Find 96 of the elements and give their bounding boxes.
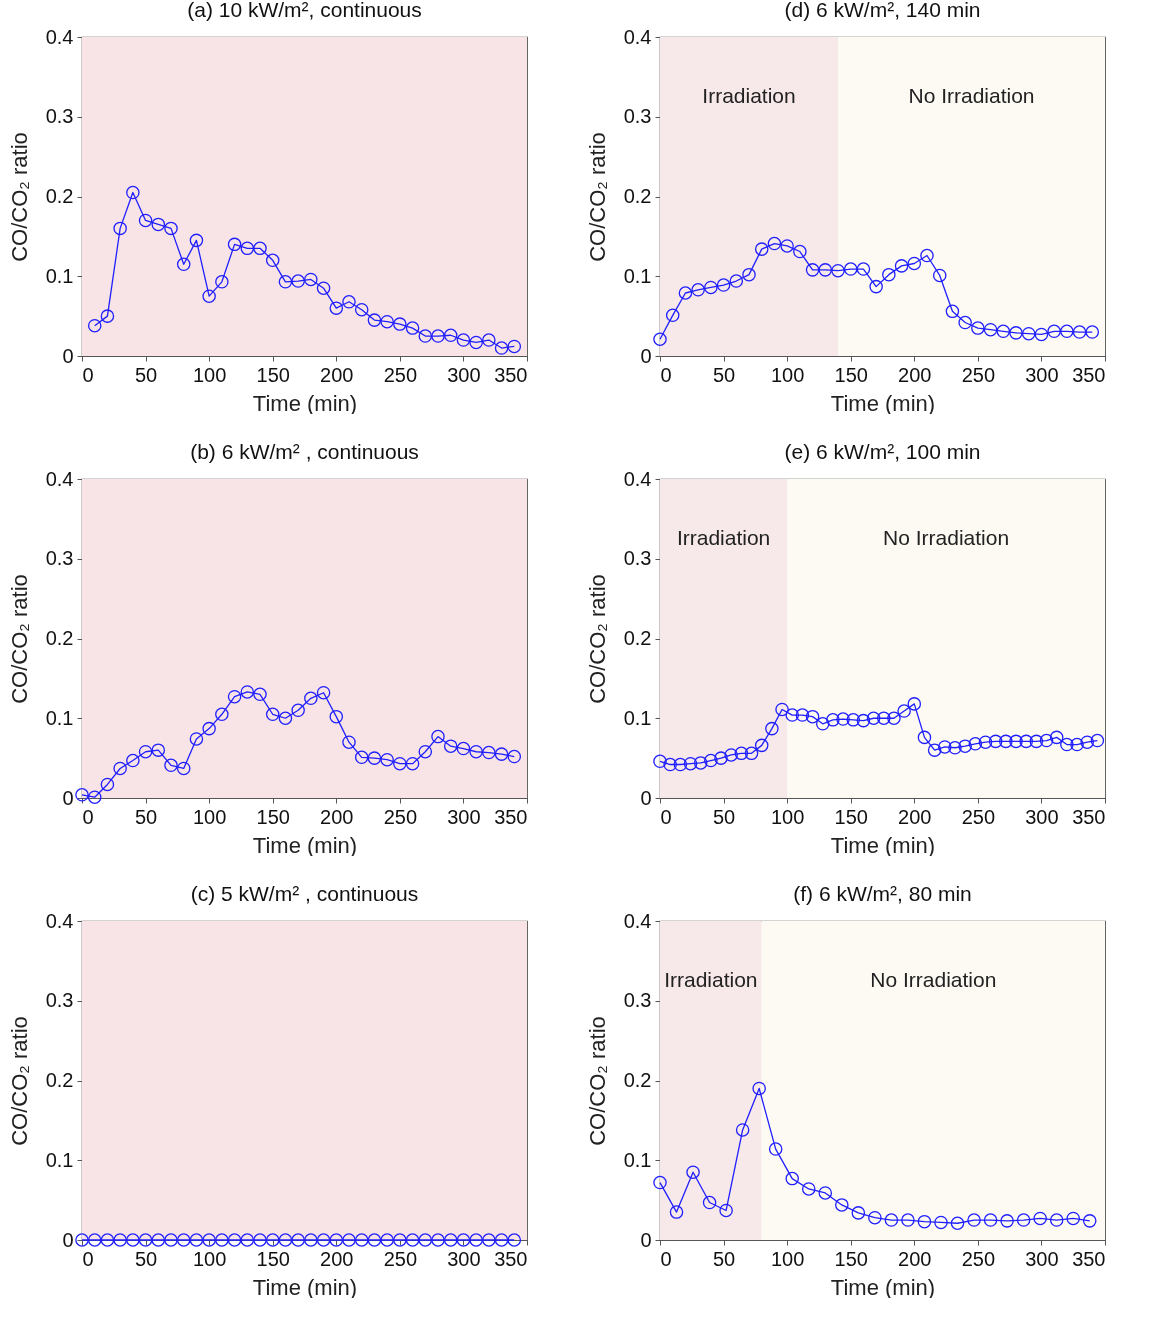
x-tick-label: 50 bbox=[712, 1247, 736, 1270]
x-tick-label: 350 bbox=[494, 363, 528, 386]
y-tick-label: 0.2 bbox=[45, 627, 74, 649]
x-tick-label: 0 bbox=[82, 805, 94, 828]
x-tick-label: 50 bbox=[712, 363, 736, 386]
y-tick-label: 0 bbox=[640, 1228, 652, 1251]
chart-title: (e) 6 kW/m², 100 min bbox=[784, 440, 981, 463]
y-axis-title: CO/CO₂ ratio bbox=[584, 574, 610, 704]
x-tick-label: 350 bbox=[1072, 1247, 1106, 1270]
y-tick-label: 0.2 bbox=[623, 627, 652, 649]
y-tick-label: 0.2 bbox=[623, 185, 652, 207]
x-tick-label: 100 bbox=[770, 363, 805, 386]
y-tick-label: 0.4 bbox=[623, 909, 652, 932]
y-axis-title: CO/CO₂ ratio bbox=[6, 1016, 32, 1146]
y-tick-label: 0.2 bbox=[45, 185, 74, 207]
y-tick-label: 0.1 bbox=[45, 264, 74, 287]
y-tick-label: 0.3 bbox=[623, 105, 652, 128]
band-label: No Irradiation bbox=[870, 968, 997, 991]
y-axis-title: CO/CO₂ ratio bbox=[6, 132, 32, 262]
y-tick-label: 0.1 bbox=[623, 264, 652, 287]
y-axis-title: CO/CO₂ ratio bbox=[584, 132, 610, 262]
x-tick-label: 0 bbox=[660, 363, 672, 386]
x-tick-label: 50 bbox=[134, 1247, 158, 1270]
y-axis-title: CO/CO₂ ratio bbox=[6, 574, 32, 704]
x-tick-label: 150 bbox=[834, 805, 868, 828]
x-tick-label: 250 bbox=[961, 1247, 996, 1270]
x-tick-label: 50 bbox=[134, 805, 158, 828]
x-tick-label: 250 bbox=[961, 805, 996, 828]
band-label: No Irradiation bbox=[908, 84, 1035, 107]
x-tick-label: 350 bbox=[494, 805, 528, 828]
chart-title: (a) 10 kW/m², continuous bbox=[187, 0, 422, 21]
y-tick-label: 0.1 bbox=[45, 706, 74, 729]
y-tick-label: 0.4 bbox=[45, 25, 74, 48]
band-label: No Irradiation bbox=[883, 526, 1010, 549]
x-tick-label: 300 bbox=[1025, 1247, 1059, 1270]
x-tick-label: 100 bbox=[192, 805, 227, 828]
x-tick-label: 100 bbox=[192, 1247, 227, 1270]
y-tick-label: 0.1 bbox=[623, 1148, 652, 1171]
x-tick-label: 200 bbox=[320, 805, 354, 828]
x-tick-label: 200 bbox=[898, 363, 932, 386]
x-tick-label: 250 bbox=[383, 805, 418, 828]
x-tick-label: 150 bbox=[256, 363, 290, 386]
y-tick-label: 0.1 bbox=[623, 706, 652, 729]
y-tick-label: 0.3 bbox=[623, 547, 652, 570]
y-tick-label: 0.2 bbox=[45, 1069, 74, 1091]
y-tick-label: 0.3 bbox=[45, 989, 74, 1012]
y-tick-label: 0 bbox=[62, 344, 74, 367]
y-tick-label: 0.2 bbox=[623, 1069, 652, 1091]
x-tick-label: 200 bbox=[320, 1247, 354, 1270]
x-tick-label: 300 bbox=[1025, 363, 1059, 386]
y-tick-label: 0.4 bbox=[45, 909, 74, 932]
y-tick-label: 0.1 bbox=[45, 1148, 74, 1171]
x-tick-label: 250 bbox=[383, 363, 418, 386]
x-tick-label: 150 bbox=[256, 1247, 290, 1270]
y-tick-label: 0 bbox=[640, 344, 652, 367]
y-axis-title: CO/CO₂ ratio bbox=[584, 1016, 610, 1146]
chart-title: (c) 5 kW/m² , continuous bbox=[190, 882, 419, 905]
x-tick-label: 300 bbox=[1025, 805, 1059, 828]
y-tick-label: 0.4 bbox=[623, 25, 652, 48]
y-tick-label: 0.4 bbox=[45, 467, 74, 490]
x-tick-label: 350 bbox=[1072, 805, 1106, 828]
x-tick-label: 150 bbox=[256, 805, 290, 828]
x-tick-label: 150 bbox=[834, 1247, 868, 1270]
x-tick-label: 50 bbox=[134, 363, 158, 386]
x-tick-label: 300 bbox=[447, 1247, 481, 1270]
x-tick-label: 150 bbox=[834, 363, 868, 386]
x-tick-label: 250 bbox=[383, 1247, 418, 1270]
x-tick-label: 250 bbox=[961, 363, 996, 386]
x-tick-label: 100 bbox=[770, 805, 805, 828]
chart-title: (f) 6 kW/m², 80 min bbox=[793, 882, 972, 905]
y-tick-label: 0 bbox=[62, 1228, 74, 1251]
band-label: Irradiation bbox=[676, 526, 771, 549]
x-tick-label: 100 bbox=[770, 1247, 805, 1270]
chart-title: (d) 6 kW/m², 140 min bbox=[784, 0, 981, 21]
x-tick-label: 350 bbox=[494, 1247, 528, 1270]
x-tick-label: 200 bbox=[320, 363, 354, 386]
x-tick-label: 300 bbox=[447, 363, 481, 386]
x-tick-label: 300 bbox=[447, 805, 481, 828]
y-tick-label: 0.3 bbox=[45, 105, 74, 128]
y-tick-label: 0.3 bbox=[45, 547, 74, 570]
x-tick-label: 200 bbox=[898, 1247, 932, 1270]
band-label: Irradiation bbox=[664, 968, 758, 991]
band-label: Irradiation bbox=[702, 84, 796, 107]
x-tick-label: 200 bbox=[898, 805, 932, 828]
x-tick-label: 350 bbox=[1072, 363, 1106, 386]
x-tick-label: 50 bbox=[712, 805, 736, 828]
x-tick-label: 0 bbox=[660, 805, 672, 828]
x-tick-label: 100 bbox=[192, 363, 227, 386]
x-tick-label: 0 bbox=[660, 1247, 672, 1270]
y-tick-label: 0.3 bbox=[623, 989, 652, 1012]
chart-title: (b) 6 kW/m² , continuous bbox=[190, 440, 419, 463]
y-tick-label: 0 bbox=[640, 786, 652, 809]
x-tick-label: 0 bbox=[82, 1247, 94, 1270]
y-tick-label: 0 bbox=[62, 786, 74, 809]
y-tick-label: 0.4 bbox=[623, 467, 652, 490]
x-tick-label: 0 bbox=[82, 363, 94, 386]
